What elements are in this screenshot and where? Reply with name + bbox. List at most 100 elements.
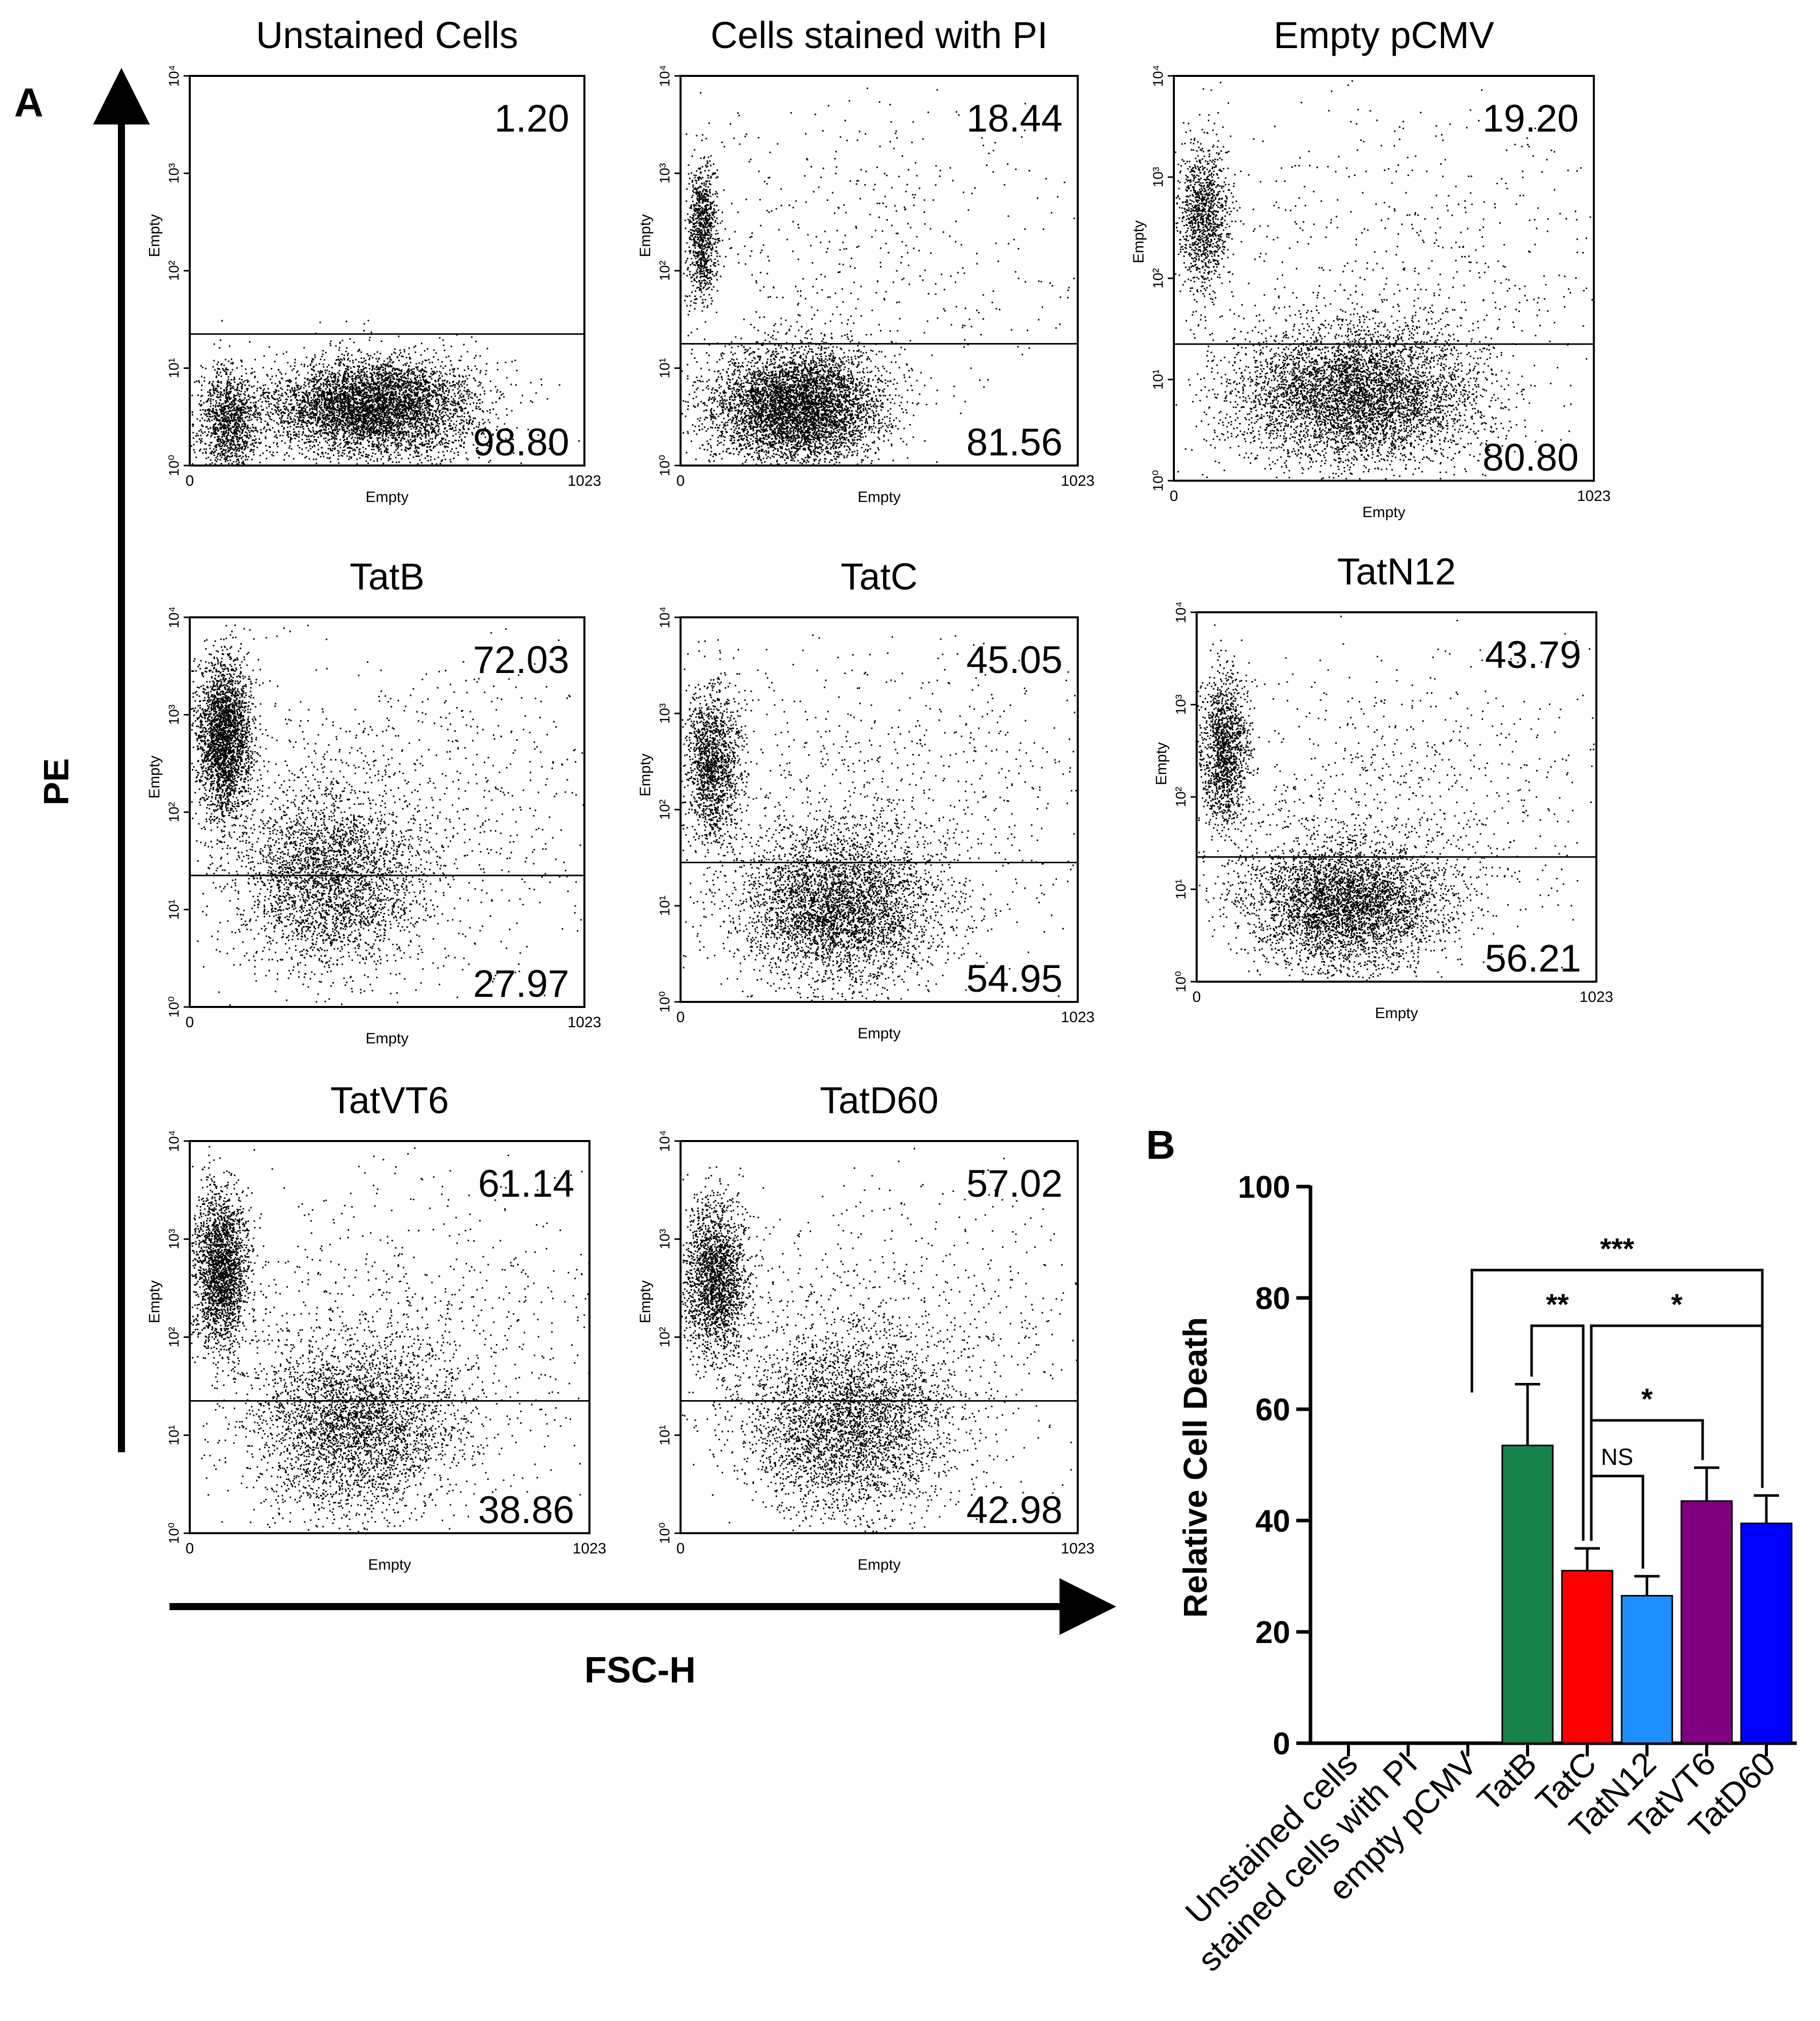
bar-y-tick-label: 40 [1255,1504,1290,1539]
panel-title: TatN12 [1337,551,1456,593]
scatter-points [1174,80,1593,480]
y-tick-label: 10⁴ [657,65,672,87]
flow-panel: Cells stained with PI 18.44 81.56 0 1023 Empt… [637,14,1094,506]
y-axis-label: Empty [146,214,163,257]
upper-percent: 57.02 [966,1162,1063,1205]
upper-percent: 19.20 [1483,97,1579,140]
y-tick-label: 10² [657,261,672,281]
x-tick-label: 0 [186,473,194,489]
x-axis-label: Empty [368,1556,411,1573]
lower-percent: 80.80 [1483,436,1579,479]
y-tick-label: 10² [657,799,672,820]
significance-label: * [1641,1383,1653,1416]
y-tick-label: 10¹ [166,1425,182,1445]
y-tick-label: 10¹ [657,896,672,916]
flow-panel: Empty pCMV 19.20 80.80 0 1023 Empty 10⁰ 10¹ 10² 1… [1130,14,1611,521]
y-tick-label: 10⁴ [1150,65,1166,87]
upper-percent: 43.79 [1485,634,1581,677]
y-axis-label: Empty [1130,220,1147,263]
lower-percent: 56.21 [1485,937,1581,980]
y-axis-label: Empty [146,1280,163,1323]
lower-percent: 98.80 [473,421,569,464]
bar-y-tick-label: 20 [1255,1615,1290,1650]
scatter-points [681,1148,1078,1533]
y-tick-label: 10² [166,802,182,822]
x-tick-label: 1023 [1061,1540,1095,1557]
y-tick-label: 10⁴ [166,606,182,628]
flow-panel: TatVT6 61.14 38.86 0 1023 Empty 10⁰ 10¹ 10² 10³ 10… [146,1079,606,1573]
flow-panel: TatC 45.05 54.95 0 1023 Empty 10⁰ 10¹ 10² 10³ 10⁴ E… [637,556,1094,1042]
lower-percent: 42.98 [966,1489,1063,1532]
bar-chart: Relative Cell Death 020406080100Unstaine… [1176,1170,1797,1978]
upper-percent: 72.03 [473,639,569,682]
y-tick-label: 10¹ [166,358,182,378]
y-tick-label: 10¹ [1150,369,1166,390]
x-tick-label: 1023 [1580,989,1614,1005]
y-tick-label: 10³ [657,703,672,724]
lower-percent: 54.95 [966,957,1063,1000]
scatter-points [191,624,584,1006]
fsc-axis-title: FSC-H [584,1650,696,1691]
x-tick-label: 0 [1193,989,1201,1005]
x-axis-label: Empty [1375,1005,1418,1022]
significance-bracket [1590,1324,1764,1541]
y-tick-label: 10⁴ [657,1130,672,1152]
bar [1501,1445,1554,1744]
scatter-points [681,634,1077,1002]
bar-category-label: TatB [1470,1745,1544,1819]
x-tick-label: 1023 [1061,1009,1095,1026]
flow-panel: Unstained Cells 1.20 98.80 0 1023 Empty 10⁰ 10¹… [146,14,601,506]
flow-panel: TatN12 43.79 56.21 0 1023 Empty 10⁰ 10¹ 10² 10³ 10… [1153,551,1613,1022]
y-tick-label: 10³ [1150,167,1166,187]
scatter-points [190,320,580,465]
flow-panel: TatD60 57.02 42.98 0 1023 Empty 10⁰ 10¹ 10² 10³ 10… [637,1079,1094,1573]
scatter-points [191,1146,590,1533]
y-tick-label: 10¹ [1173,879,1189,899]
upper-percent: 18.44 [966,97,1063,140]
x-tick-label: 0 [1170,488,1178,504]
x-tick-label: 0 [676,1009,685,1026]
y-axis-label: Empty [1153,742,1170,785]
y-tick-label: 10² [166,1327,182,1347]
y-tick-label: 10⁰ [657,1523,672,1544]
lower-percent: 27.97 [473,962,569,1005]
x-axis-label: Empty [1362,504,1405,521]
y-tick-label: 10³ [166,163,182,183]
x-tick-label: 0 [186,1540,194,1557]
significance-label: *** [1600,1233,1634,1266]
y-tick-label: 10⁰ [166,1523,182,1544]
panel-title: TatB [350,556,425,598]
x-tick-label: 1023 [1577,488,1611,504]
lower-percent: 81.56 [966,421,1063,464]
x-tick-label: 1023 [568,473,602,489]
bar-y-tick-label: 100 [1238,1170,1290,1205]
lower-percent: 38.86 [478,1489,574,1532]
y-tick-label: 10⁴ [1173,601,1189,623]
pe-axis-title: PE [36,758,76,805]
x-tick-label: 1023 [1061,473,1095,489]
significance-bracket [1530,1324,1585,1541]
y-tick-label: 10³ [166,704,182,725]
panel-title: TatD60 [820,1079,938,1121]
y-tick-label: 10³ [1173,694,1189,714]
panel-title: TatVT6 [330,1079,449,1121]
y-tick-label: 10⁰ [1173,971,1189,992]
panel-title: TatC [840,556,917,598]
y-tick-label: 10⁰ [1150,470,1166,491]
flow-panel: TatB 72.03 27.97 0 1023 Empty 10⁰ 10¹ 10² 10³ 10⁴ E… [146,556,601,1047]
upper-percent: 61.14 [478,1162,574,1205]
y-axis-label: Empty [146,755,163,798]
y-axis-label: Empty [637,214,654,257]
bar [1680,1500,1733,1744]
x-tick-label: 0 [676,1540,685,1557]
bar [1621,1595,1673,1744]
y-axis-label: Empty [637,1280,654,1323]
bar-ylabel: Relative Cell Death [1176,1317,1214,1618]
panel-title: Unstained Cells [256,14,518,56]
y-tick-label: 10⁴ [166,65,182,87]
significance-label: NS [1601,1444,1633,1470]
x-tick-label: 0 [186,1014,194,1031]
x-tick-label: 1023 [573,1540,607,1557]
y-tick-label: 10¹ [657,358,672,378]
bar [1561,1570,1614,1744]
